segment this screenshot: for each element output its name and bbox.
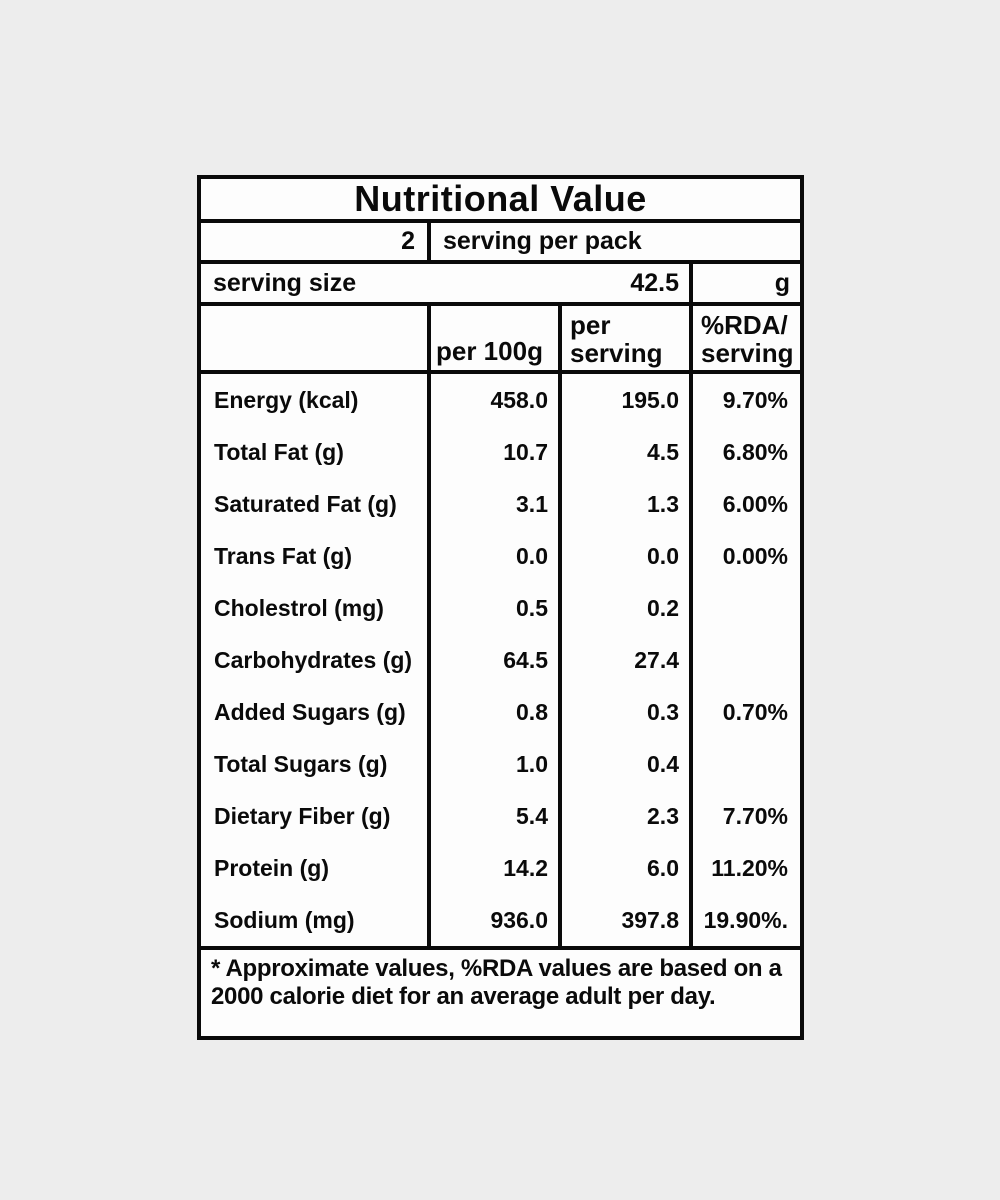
header-spacer-cell bbox=[201, 306, 431, 370]
header-per-serving-line2: serving bbox=[570, 338, 663, 368]
nutrient-label: Energy (kcal) bbox=[214, 386, 359, 413]
nutrient-label: Dietary Fiber (g) bbox=[214, 802, 391, 829]
nutrient-label: Cholestrol (mg) bbox=[214, 594, 384, 621]
rda-value bbox=[689, 634, 800, 686]
nutrition-facts-table: Nutritional Value 2 serving per pack ser… bbox=[197, 175, 804, 1040]
serving-size-cell: serving size 42.5 bbox=[201, 264, 693, 302]
header-per-serving: per serving bbox=[558, 306, 689, 370]
nutrient-row: Protein (g) 14.2 6.0 11.20% bbox=[201, 842, 800, 894]
per-100g-value: 1.0 bbox=[427, 738, 558, 790]
header-rda-line2: serving bbox=[701, 338, 794, 368]
serving-size-label: serving size bbox=[213, 268, 357, 297]
nutrient-label: Saturated Fat (g) bbox=[214, 490, 397, 517]
nutrient-label: Total Sugars (g) bbox=[214, 750, 388, 777]
per-100g-value: 936.0 bbox=[427, 894, 558, 946]
header-per-serving-line1: per bbox=[570, 310, 611, 340]
rda-value: 11.20% bbox=[689, 842, 800, 894]
serving-size-value: 42.5 bbox=[630, 268, 679, 297]
per-serving-value: 0.4 bbox=[558, 738, 689, 790]
column-header-row: per 100g per serving %RDA/ serving bbox=[201, 306, 800, 374]
servings-per-pack-row: 2 serving per pack bbox=[201, 223, 800, 264]
nutrient-label: Sodium (mg) bbox=[214, 906, 355, 933]
serving-size-unit: g bbox=[774, 268, 790, 297]
per-serving-value: 195.0 bbox=[558, 374, 689, 426]
header-rda-line1: %RDA/ bbox=[701, 310, 788, 340]
table-title: Nutritional Value bbox=[201, 178, 800, 223]
nutrient-row: Dietary Fiber (g) 5.4 2.3 7.70% bbox=[201, 790, 800, 842]
header-rda-label: %RDA/ serving bbox=[701, 311, 794, 367]
nutrient-row: Added Sugars (g) 0.8 0.3 0.70% bbox=[201, 686, 800, 738]
header-per-100g-label: per 100g bbox=[436, 336, 543, 366]
nutrient-label: Added Sugars (g) bbox=[214, 698, 406, 725]
nutrient-label: Carbohydrates (g) bbox=[214, 646, 413, 673]
per-100g-value: 64.5 bbox=[427, 634, 558, 686]
nutrient-row: Total Sugars (g) 1.0 0.4 bbox=[201, 738, 800, 790]
footnote: * Approximate values, %RDA values are ba… bbox=[201, 946, 800, 1036]
nutrient-rows-section: Energy (kcal) 458.0 195.0 9.70% Total Fa… bbox=[201, 374, 800, 946]
nutrient-row: Sodium (mg) 936.0 397.8 19.90%. bbox=[201, 894, 800, 946]
rda-value: 6.00% bbox=[689, 478, 800, 530]
nutrient-label: Total Fat (g) bbox=[214, 438, 344, 465]
rda-value: 9.70% bbox=[689, 374, 800, 426]
serving-size-row: serving size 42.5 g bbox=[201, 264, 800, 306]
per-serving-value: 4.5 bbox=[558, 426, 689, 478]
nutrient-row: Cholestrol (mg) 0.5 0.2 bbox=[201, 582, 800, 634]
per-serving-value: 27.4 bbox=[558, 634, 689, 686]
nutrient-row: Carbohydrates (g) 64.5 27.4 bbox=[201, 634, 800, 686]
nutrient-row: Trans Fat (g) 0.0 0.0 0.00% bbox=[201, 530, 800, 582]
header-per-serving-label: per serving bbox=[570, 311, 663, 367]
per-serving-value: 0.3 bbox=[558, 686, 689, 738]
rda-value: 19.90%. bbox=[689, 894, 800, 946]
nutrient-row: Saturated Fat (g) 3.1 1.3 6.00% bbox=[201, 478, 800, 530]
per-100g-value: 0.5 bbox=[427, 582, 558, 634]
per-100g-value: 3.1 bbox=[427, 478, 558, 530]
rda-value bbox=[689, 582, 800, 634]
rda-value: 0.00% bbox=[689, 530, 800, 582]
per-100g-value: 458.0 bbox=[427, 374, 558, 426]
rda-value bbox=[689, 738, 800, 790]
per-serving-value: 2.3 bbox=[558, 790, 689, 842]
footnote-line2: 2000 calorie diet for an average adult p… bbox=[211, 983, 716, 1010]
per-serving-value: 0.0 bbox=[558, 530, 689, 582]
header-rda-per-serving: %RDA/ serving bbox=[689, 306, 800, 370]
per-100g-value: 0.8 bbox=[427, 686, 558, 738]
per-serving-value: 1.3 bbox=[558, 478, 689, 530]
footnote-line1: * Approximate values, %RDA values are ba… bbox=[211, 955, 782, 982]
nutrient-label: Protein (g) bbox=[214, 854, 329, 881]
header-per-100g: per 100g bbox=[427, 306, 558, 370]
servings-count: 2 bbox=[201, 223, 431, 260]
rda-value: 0.70% bbox=[689, 686, 800, 738]
per-serving-value: 0.2 bbox=[558, 582, 689, 634]
rda-value: 6.80% bbox=[689, 426, 800, 478]
rda-value: 7.70% bbox=[689, 790, 800, 842]
per-100g-value: 5.4 bbox=[427, 790, 558, 842]
per-100g-value: 10.7 bbox=[427, 426, 558, 478]
nutrient-label: Trans Fat (g) bbox=[214, 542, 353, 569]
per-100g-value: 14.2 bbox=[427, 842, 558, 894]
per-serving-value: 397.8 bbox=[558, 894, 689, 946]
nutrient-row: Total Fat (g) 10.7 4.5 6.80% bbox=[201, 426, 800, 478]
servings-label: serving per pack bbox=[443, 227, 642, 255]
per-serving-value: 6.0 bbox=[558, 842, 689, 894]
nutrient-row: Energy (kcal) 458.0 195.0 9.70% bbox=[201, 374, 800, 426]
per-100g-value: 0.0 bbox=[427, 530, 558, 582]
